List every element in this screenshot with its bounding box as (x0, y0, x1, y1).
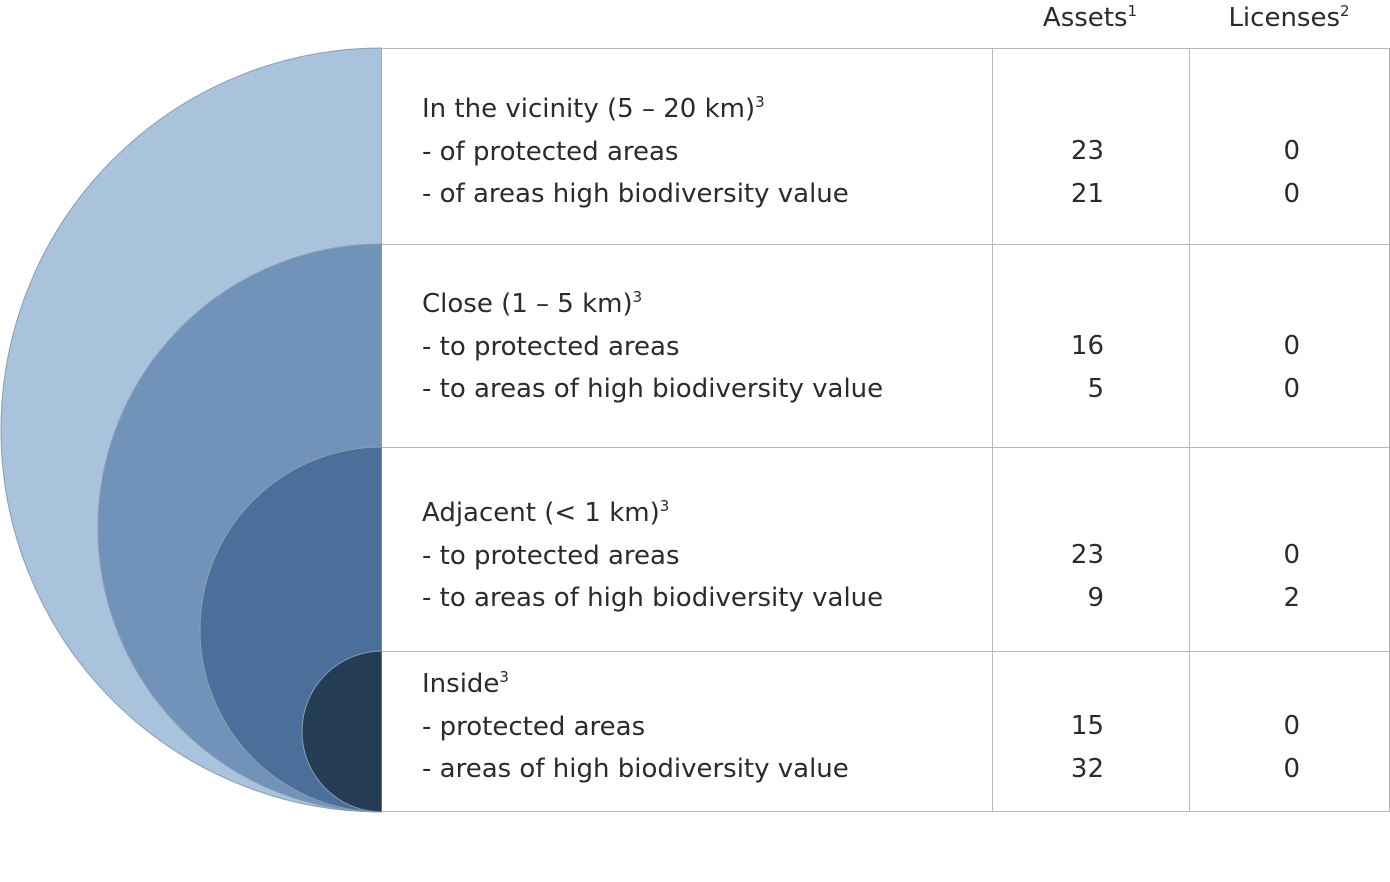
licenses-value: 0 (1283, 178, 1300, 209)
row-item-label: - areas of high biodiversity value (422, 754, 849, 784)
assets-values: 23 9 (1042, 534, 1104, 619)
assets-value: 9 (1087, 582, 1104, 613)
assets-value: 21 (1070, 178, 1104, 209)
row-label: Close (1 – 5 km)3 - to protected areas -… (422, 283, 883, 411)
row-item-label: - to areas of high biodiversity value (422, 374, 884, 404)
assets-value: 5 (1087, 373, 1104, 404)
row-title: In the vicinity (5 – 20 km)3 (422, 93, 765, 124)
assets-values: 15 32 (1042, 705, 1104, 790)
row-item-label: - to areas of high biodiversity value (422, 583, 884, 613)
assets-values: 16 5 (1042, 325, 1104, 410)
proximity-rings-diagram (0, 47, 382, 813)
assets-value: 32 (1070, 753, 1104, 784)
licenses-value: 0 (1283, 711, 1300, 741)
assets-value: 23 (1070, 136, 1104, 166)
row-item-label: - to protected areas (422, 331, 680, 362)
proximity-table: In the vicinity (5 – 20 km)3 - of protec… (382, 48, 1390, 812)
footnote-marker: 3 (632, 288, 643, 306)
row-vicinity: In the vicinity (5 – 20 km)3 - of protec… (382, 49, 1390, 245)
licenses-value: 0 (1283, 331, 1300, 361)
ring-inside (301, 650, 382, 813)
footnote-marker: 3 (755, 93, 765, 111)
assets-value: 16 (1070, 331, 1104, 361)
row-label: Adjacent (< 1 km)3 - to protected areas … (422, 492, 883, 620)
licenses-values: 0 0 (1242, 325, 1300, 410)
row-label: Inside3 - protected areas - areas of hig… (422, 663, 849, 791)
assets-value: 15 (1070, 711, 1104, 741)
assets-column-header: Assets1 (1042, 2, 1138, 33)
licenses-value: 0 (1283, 136, 1300, 166)
licenses-values: 0 0 (1242, 705, 1300, 790)
licenses-value: 0 (1283, 373, 1300, 404)
row-close: Close (1 – 5 km)3 - to protected areas -… (382, 245, 1390, 448)
row-adjacent: Adjacent (< 1 km)3 - to protected areas … (382, 448, 1390, 652)
row-item-label: - of protected areas (422, 136, 679, 167)
licenses-values: 0 2 (1242, 534, 1300, 619)
footnote-marker: 3 (499, 668, 509, 686)
column-divider (992, 49, 993, 811)
row-item-label: - protected areas (422, 711, 646, 742)
column-divider (1189, 49, 1190, 811)
licenses-column-header: Licenses2 (1228, 2, 1350, 33)
assets-value: 23 (1070, 540, 1104, 570)
licenses-value: 0 (1283, 753, 1300, 784)
licenses-value: 0 (1283, 540, 1300, 570)
row-title: Close (1 – 5 km)3 (422, 288, 643, 319)
row-item-label: - to protected areas (422, 540, 680, 571)
row-label: In the vicinity (5 – 20 km)3 - of protec… (422, 88, 849, 216)
row-title: Inside3 (422, 668, 509, 699)
assets-values: 23 21 (1042, 130, 1104, 215)
row-item-label: - of areas high biodiversity value (422, 179, 849, 209)
row-inside: Inside3 - protected areas - areas of hig… (382, 652, 1390, 813)
footnote-marker: 2 (1340, 2, 1350, 20)
licenses-value: 2 (1283, 582, 1300, 613)
footnote-marker: 1 (1127, 2, 1138, 20)
licenses-values: 0 0 (1242, 130, 1300, 215)
row-title: Adjacent (< 1 km)3 (422, 497, 670, 528)
footnote-marker: 3 (659, 497, 670, 515)
